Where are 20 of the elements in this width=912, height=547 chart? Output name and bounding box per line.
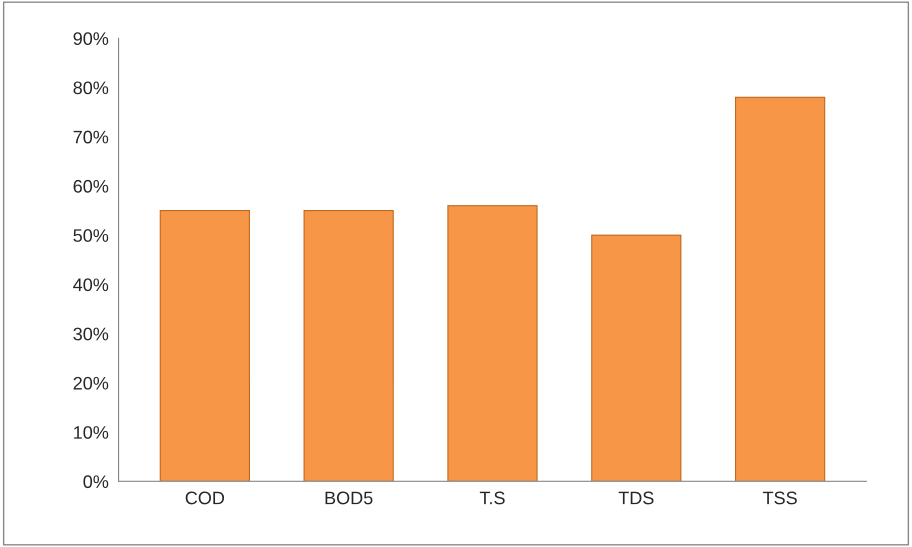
bar: [447, 205, 538, 482]
bar: [304, 210, 394, 482]
bar: [160, 210, 250, 482]
x-tick-label: T.S: [480, 492, 505, 504]
y-tick-label: 50%: [73, 229, 108, 242]
y-tick-label: 30%: [73, 328, 108, 340]
y-tick-label: 90%: [74, 32, 108, 46]
y-tick-label: 60%: [74, 180, 108, 193]
bar: [734, 96, 826, 482]
y-tick-label: 0%: [83, 475, 108, 488]
x-tick-label: TDS: [618, 492, 654, 504]
x-tick-label: TSS: [762, 492, 797, 504]
x-tick-label: BOD5: [326, 492, 372, 504]
y-tick-label: 40%: [73, 278, 108, 292]
y-tick-label: 20%: [74, 376, 108, 390]
x-tick-label: COD: [186, 492, 224, 504]
y-tick-label: 10%: [74, 426, 108, 439]
y-tick-label: 80%: [73, 81, 108, 94]
bar: [591, 234, 682, 482]
y-tick-label: 70%: [74, 130, 108, 144]
